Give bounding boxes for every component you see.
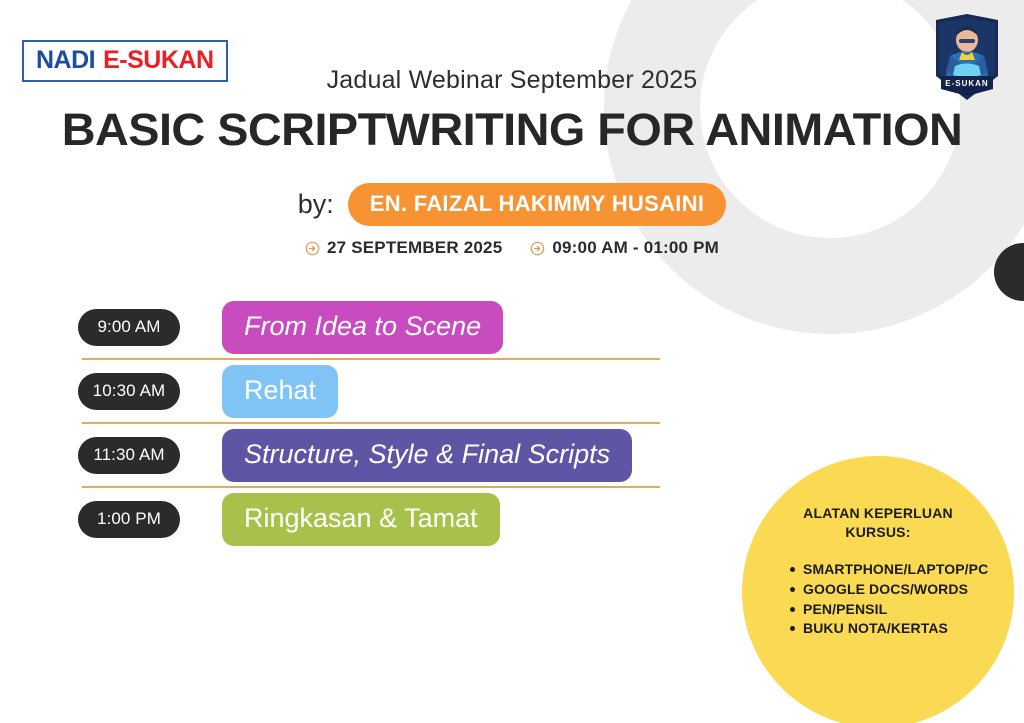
schedule-divider bbox=[82, 486, 660, 488]
schedule-time-badge: 11:30 AM bbox=[78, 436, 180, 474]
event-meta-row: 27 SEPTEMBER 2025 09:00 AM - 01:00 PM bbox=[0, 238, 1024, 258]
event-time: 09:00 AM - 01:00 PM bbox=[530, 238, 719, 258]
nadi-esukan-logo: NADI E-SUKAN bbox=[22, 40, 228, 82]
schedule-row: 11:30 AM Structure, Style & Final Script… bbox=[78, 424, 678, 486]
by-label: by: bbox=[297, 189, 334, 219]
schedule-topic-pill: Rehat bbox=[222, 364, 339, 418]
circle-arrow-right-icon bbox=[305, 241, 320, 256]
kicker-subtitle: Jadual Webinar September 2025 bbox=[326, 66, 698, 94]
list-item: SMARTPHONE/LAPTOP/PC bbox=[790, 560, 996, 580]
event-date-text: 27 SEPTEMBER 2025 bbox=[327, 238, 503, 257]
schedule-row: 1:00 PM Ringkasan & Tamat bbox=[78, 488, 678, 550]
requirements-title-line1: ALATAN KEPERLUAN bbox=[803, 505, 953, 521]
schedule-time-badge: 10:30 AM bbox=[78, 372, 180, 410]
list-item: BUKU NOTA/KERTAS bbox=[790, 619, 996, 639]
schedule-row: 9:00 AM From Idea to Scene bbox=[78, 296, 678, 358]
badge-label: E-SUKAN bbox=[945, 79, 988, 88]
schedule-topic-pill: From Idea to Scene bbox=[222, 300, 504, 354]
course-requirements-circle: ALATAN KEPERLUAN KURSUS: SMARTPHONE/LAPT… bbox=[742, 456, 1014, 723]
schedule-divider bbox=[82, 358, 660, 360]
schedule-time-badge: 9:00 AM bbox=[78, 308, 180, 346]
event-time-text: 09:00 AM - 01:00 PM bbox=[552, 238, 719, 257]
schedule-list: 9:00 AM From Idea to Scene 10:30 AM Reha… bbox=[78, 296, 678, 552]
schedule-topic-pill: Structure, Style & Final Scripts bbox=[222, 428, 633, 482]
requirements-title-line2: KURSUS: bbox=[845, 523, 911, 540]
page-title: BASIC SCRIPTWRITING FOR ANIMATION bbox=[61, 104, 963, 155]
requirements-list: SMARTPHONE/LAPTOP/PC GOOGLE DOCS/WORDS P… bbox=[760, 560, 996, 640]
event-date: 27 SEPTEMBER 2025 bbox=[305, 238, 502, 258]
schedule-time-badge: 1:00 PM bbox=[78, 500, 180, 538]
speaker-row: by: EN. FAIZAL HAKIMMY HUSAINI bbox=[0, 183, 1024, 226]
esukan-badge-icon: E-SUKAN bbox=[928, 14, 1006, 106]
requirements-title: ALATAN KEPERLUAN KURSUS: bbox=[760, 504, 996, 542]
list-item: PEN/PENSIL bbox=[790, 600, 996, 620]
schedule-row: 10:30 AM Rehat bbox=[78, 360, 678, 422]
list-item: GOOGLE DOCS/WORDS bbox=[790, 580, 996, 600]
schedule-divider bbox=[82, 422, 660, 424]
logo-text-nadi: NADI bbox=[36, 46, 96, 74]
schedule-topic-pill: Ringkasan & Tamat bbox=[222, 492, 500, 546]
circle-arrow-right-icon bbox=[530, 241, 545, 256]
speaker-name-pill: EN. FAIZAL HAKIMMY HUSAINI bbox=[347, 183, 727, 226]
logo-text-esukan: E-SUKAN bbox=[103, 46, 214, 74]
